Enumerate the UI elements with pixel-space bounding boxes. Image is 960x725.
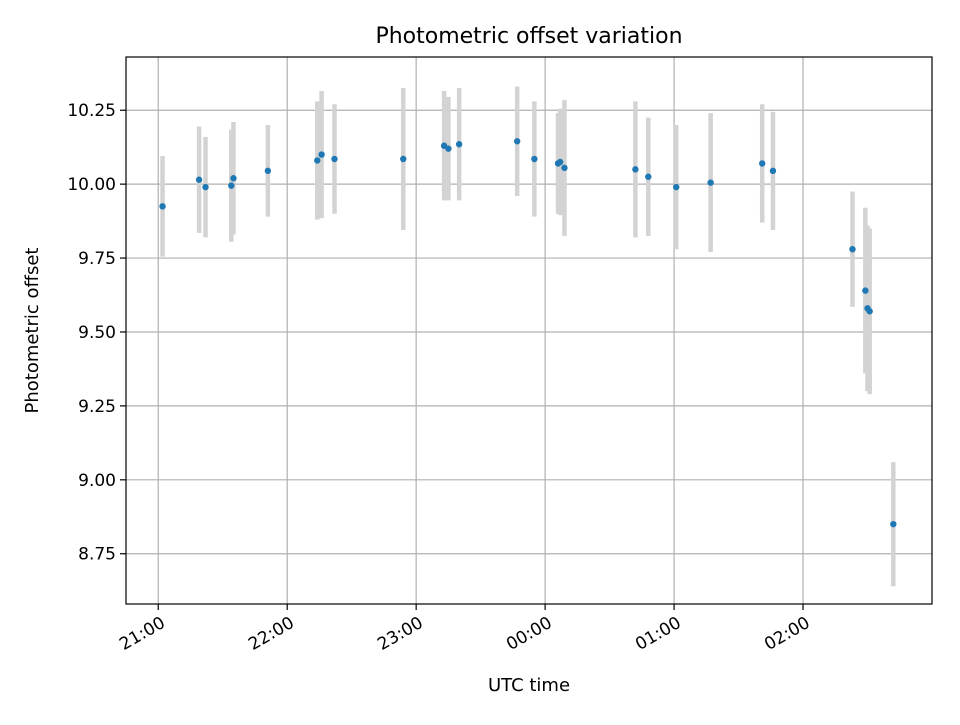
y-axis-ticks: 8.75 9.00 9.25 9.50 9.75 10.00 10.25	[67, 101, 126, 565]
data-point	[318, 151, 325, 158]
data-point	[673, 183, 680, 191]
data-point	[400, 155, 407, 163]
y-tick-label: 10.25	[67, 101, 116, 121]
x-tick-label: 23:00	[374, 613, 426, 655]
x-tick-label: 02:00	[761, 613, 813, 655]
data-point	[759, 160, 766, 167]
y-tick-label: 9.00	[78, 471, 116, 491]
data-point	[202, 183, 209, 191]
data-point	[556, 158, 564, 166]
grid	[126, 57, 932, 604]
data-point	[862, 287, 869, 294]
data-point	[632, 166, 639, 173]
data-point	[314, 157, 321, 164]
x-tick-label: 01:00	[632, 613, 684, 655]
data-point	[849, 245, 856, 253]
y-tick-label: 8.75	[78, 545, 116, 565]
data-point	[866, 308, 873, 315]
data-point	[455, 141, 463, 148]
data-point	[228, 182, 235, 189]
data-point	[264, 167, 272, 175]
data-point	[890, 520, 897, 528]
x-tick-label: 21:00	[116, 613, 168, 655]
data-point	[531, 155, 538, 163]
data-point	[331, 155, 338, 163]
data-point	[707, 179, 714, 186]
y-tick-label: 9.25	[78, 397, 116, 417]
y-tick-label: 10.00	[67, 175, 116, 195]
data-point	[561, 164, 568, 172]
data-points	[159, 138, 897, 528]
y-tick-label: 9.50	[78, 323, 116, 343]
data-point	[159, 203, 166, 210]
data-point	[769, 167, 777, 175]
x-axis-ticks: 21:00 22:00 23:00 00:00 01:00 02:00	[116, 604, 814, 655]
x-tick-label: 22:00	[245, 613, 297, 655]
y-tick-label: 9.75	[78, 249, 116, 269]
x-tick-label: 00:00	[503, 613, 555, 655]
data-point	[513, 138, 521, 145]
data-point	[645, 173, 652, 180]
x-axis-label: UTC time	[488, 675, 570, 696]
data-point	[445, 145, 452, 152]
axes-frame	[125, 56, 933, 605]
data-point	[230, 175, 237, 182]
y-axis-label: Photometric offset	[22, 248, 43, 414]
chart-title: Photometric offset variation	[375, 24, 682, 49]
error-bars	[160, 86, 896, 587]
data-point	[195, 176, 203, 183]
